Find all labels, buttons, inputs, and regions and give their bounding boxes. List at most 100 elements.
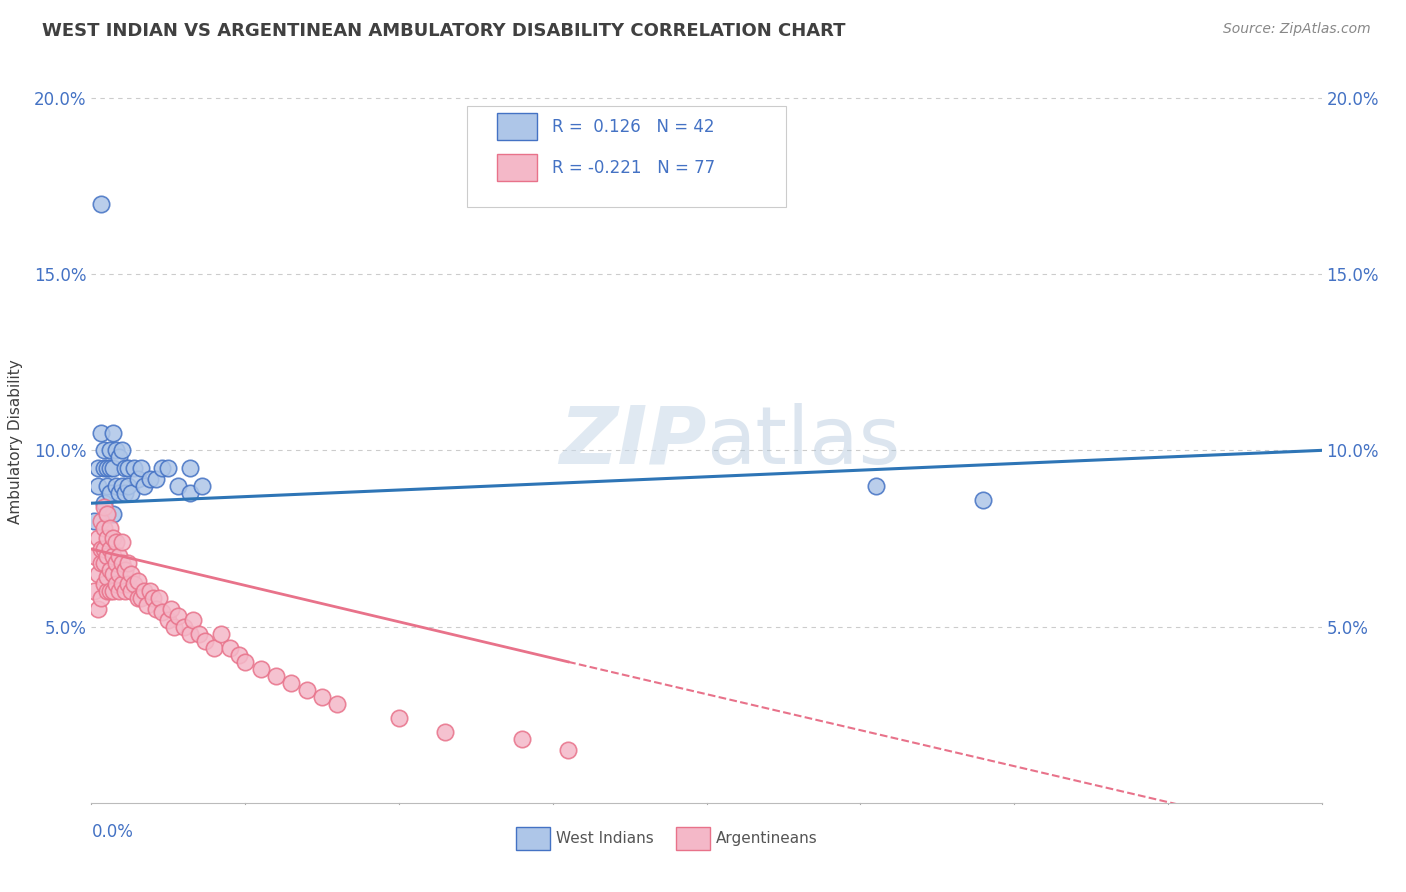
Point bbox=[972, 492, 994, 507]
Point bbox=[114, 584, 136, 599]
Point bbox=[86, 461, 108, 475]
Point bbox=[86, 566, 108, 581]
Point bbox=[117, 577, 139, 591]
Point bbox=[105, 556, 127, 570]
Text: R = -0.221   N = 77: R = -0.221 N = 77 bbox=[551, 159, 714, 177]
Text: Source: ZipAtlas.com: Source: ZipAtlas.com bbox=[1223, 22, 1371, 37]
Text: ZIP: ZIP bbox=[560, 402, 706, 481]
Point bbox=[105, 478, 127, 492]
Point bbox=[96, 507, 118, 521]
Text: 0.0%: 0.0% bbox=[91, 823, 134, 841]
Point bbox=[96, 461, 118, 475]
Point bbox=[101, 549, 124, 563]
Point bbox=[98, 584, 121, 599]
Point bbox=[96, 532, 118, 546]
Point bbox=[218, 640, 240, 655]
Bar bbox=[498, 154, 537, 181]
Point bbox=[105, 443, 127, 458]
Point bbox=[108, 584, 131, 599]
Point bbox=[181, 613, 204, 627]
Point bbox=[90, 514, 112, 528]
Point bbox=[166, 478, 188, 492]
Point bbox=[93, 577, 115, 591]
Point bbox=[142, 591, 165, 606]
Point bbox=[111, 535, 134, 549]
Point bbox=[120, 566, 142, 581]
Text: WEST INDIAN VS ARGENTINEAN AMBULATORY DISABILITY CORRELATION CHART: WEST INDIAN VS ARGENTINEAN AMBULATORY DI… bbox=[42, 22, 845, 40]
Point bbox=[111, 556, 134, 570]
Point bbox=[90, 542, 112, 557]
Point bbox=[93, 500, 115, 514]
Point bbox=[117, 461, 139, 475]
Point bbox=[93, 443, 115, 458]
Point bbox=[96, 507, 118, 521]
Point bbox=[120, 584, 142, 599]
Point bbox=[150, 461, 173, 475]
Text: R =  0.126   N = 42: R = 0.126 N = 42 bbox=[551, 118, 714, 136]
Point bbox=[105, 535, 127, 549]
Point bbox=[127, 471, 149, 485]
Point bbox=[160, 602, 183, 616]
Point bbox=[101, 461, 124, 475]
Point bbox=[96, 584, 118, 599]
Point bbox=[114, 563, 136, 577]
Point bbox=[194, 633, 217, 648]
Point bbox=[145, 602, 167, 616]
Bar bbox=[498, 112, 537, 140]
Point bbox=[157, 613, 180, 627]
Point bbox=[98, 521, 121, 535]
Point bbox=[127, 591, 149, 606]
Point bbox=[129, 591, 152, 606]
Point bbox=[150, 606, 173, 620]
Point bbox=[101, 566, 124, 581]
Point bbox=[90, 425, 112, 440]
Point bbox=[139, 584, 162, 599]
Point bbox=[179, 485, 201, 500]
Point bbox=[86, 532, 108, 546]
Point bbox=[209, 626, 232, 640]
Point bbox=[111, 478, 134, 492]
Point bbox=[179, 461, 201, 475]
Point bbox=[96, 549, 118, 563]
Point bbox=[228, 648, 250, 662]
Point bbox=[295, 683, 318, 698]
Point bbox=[202, 640, 225, 655]
FancyBboxPatch shape bbox=[467, 105, 786, 207]
Point bbox=[388, 711, 411, 725]
Point bbox=[166, 609, 188, 624]
Text: West Indians: West Indians bbox=[557, 830, 654, 846]
Point bbox=[108, 549, 131, 563]
Point bbox=[86, 602, 108, 616]
Point bbox=[101, 507, 124, 521]
Point bbox=[510, 732, 533, 747]
Point bbox=[101, 584, 124, 599]
Point bbox=[117, 556, 139, 570]
Point bbox=[108, 450, 131, 465]
Point bbox=[93, 496, 115, 510]
Point bbox=[188, 626, 211, 640]
Point bbox=[173, 619, 195, 633]
Point bbox=[865, 478, 887, 492]
Point bbox=[163, 619, 186, 633]
Point bbox=[90, 591, 112, 606]
Point bbox=[98, 461, 121, 475]
Point bbox=[108, 566, 131, 581]
Point bbox=[90, 556, 112, 570]
Point bbox=[311, 690, 333, 704]
Point bbox=[280, 676, 302, 690]
Point bbox=[93, 461, 115, 475]
Point bbox=[93, 521, 115, 535]
Point bbox=[105, 577, 127, 591]
Point bbox=[135, 599, 157, 613]
Point bbox=[191, 478, 214, 492]
Point bbox=[264, 669, 287, 683]
Point bbox=[127, 574, 149, 588]
Point bbox=[114, 485, 136, 500]
Point bbox=[83, 514, 105, 528]
Point bbox=[90, 196, 112, 211]
Point bbox=[124, 461, 146, 475]
Bar bbox=[676, 827, 710, 850]
Point bbox=[434, 725, 457, 739]
Point bbox=[93, 556, 115, 570]
Point bbox=[86, 478, 108, 492]
